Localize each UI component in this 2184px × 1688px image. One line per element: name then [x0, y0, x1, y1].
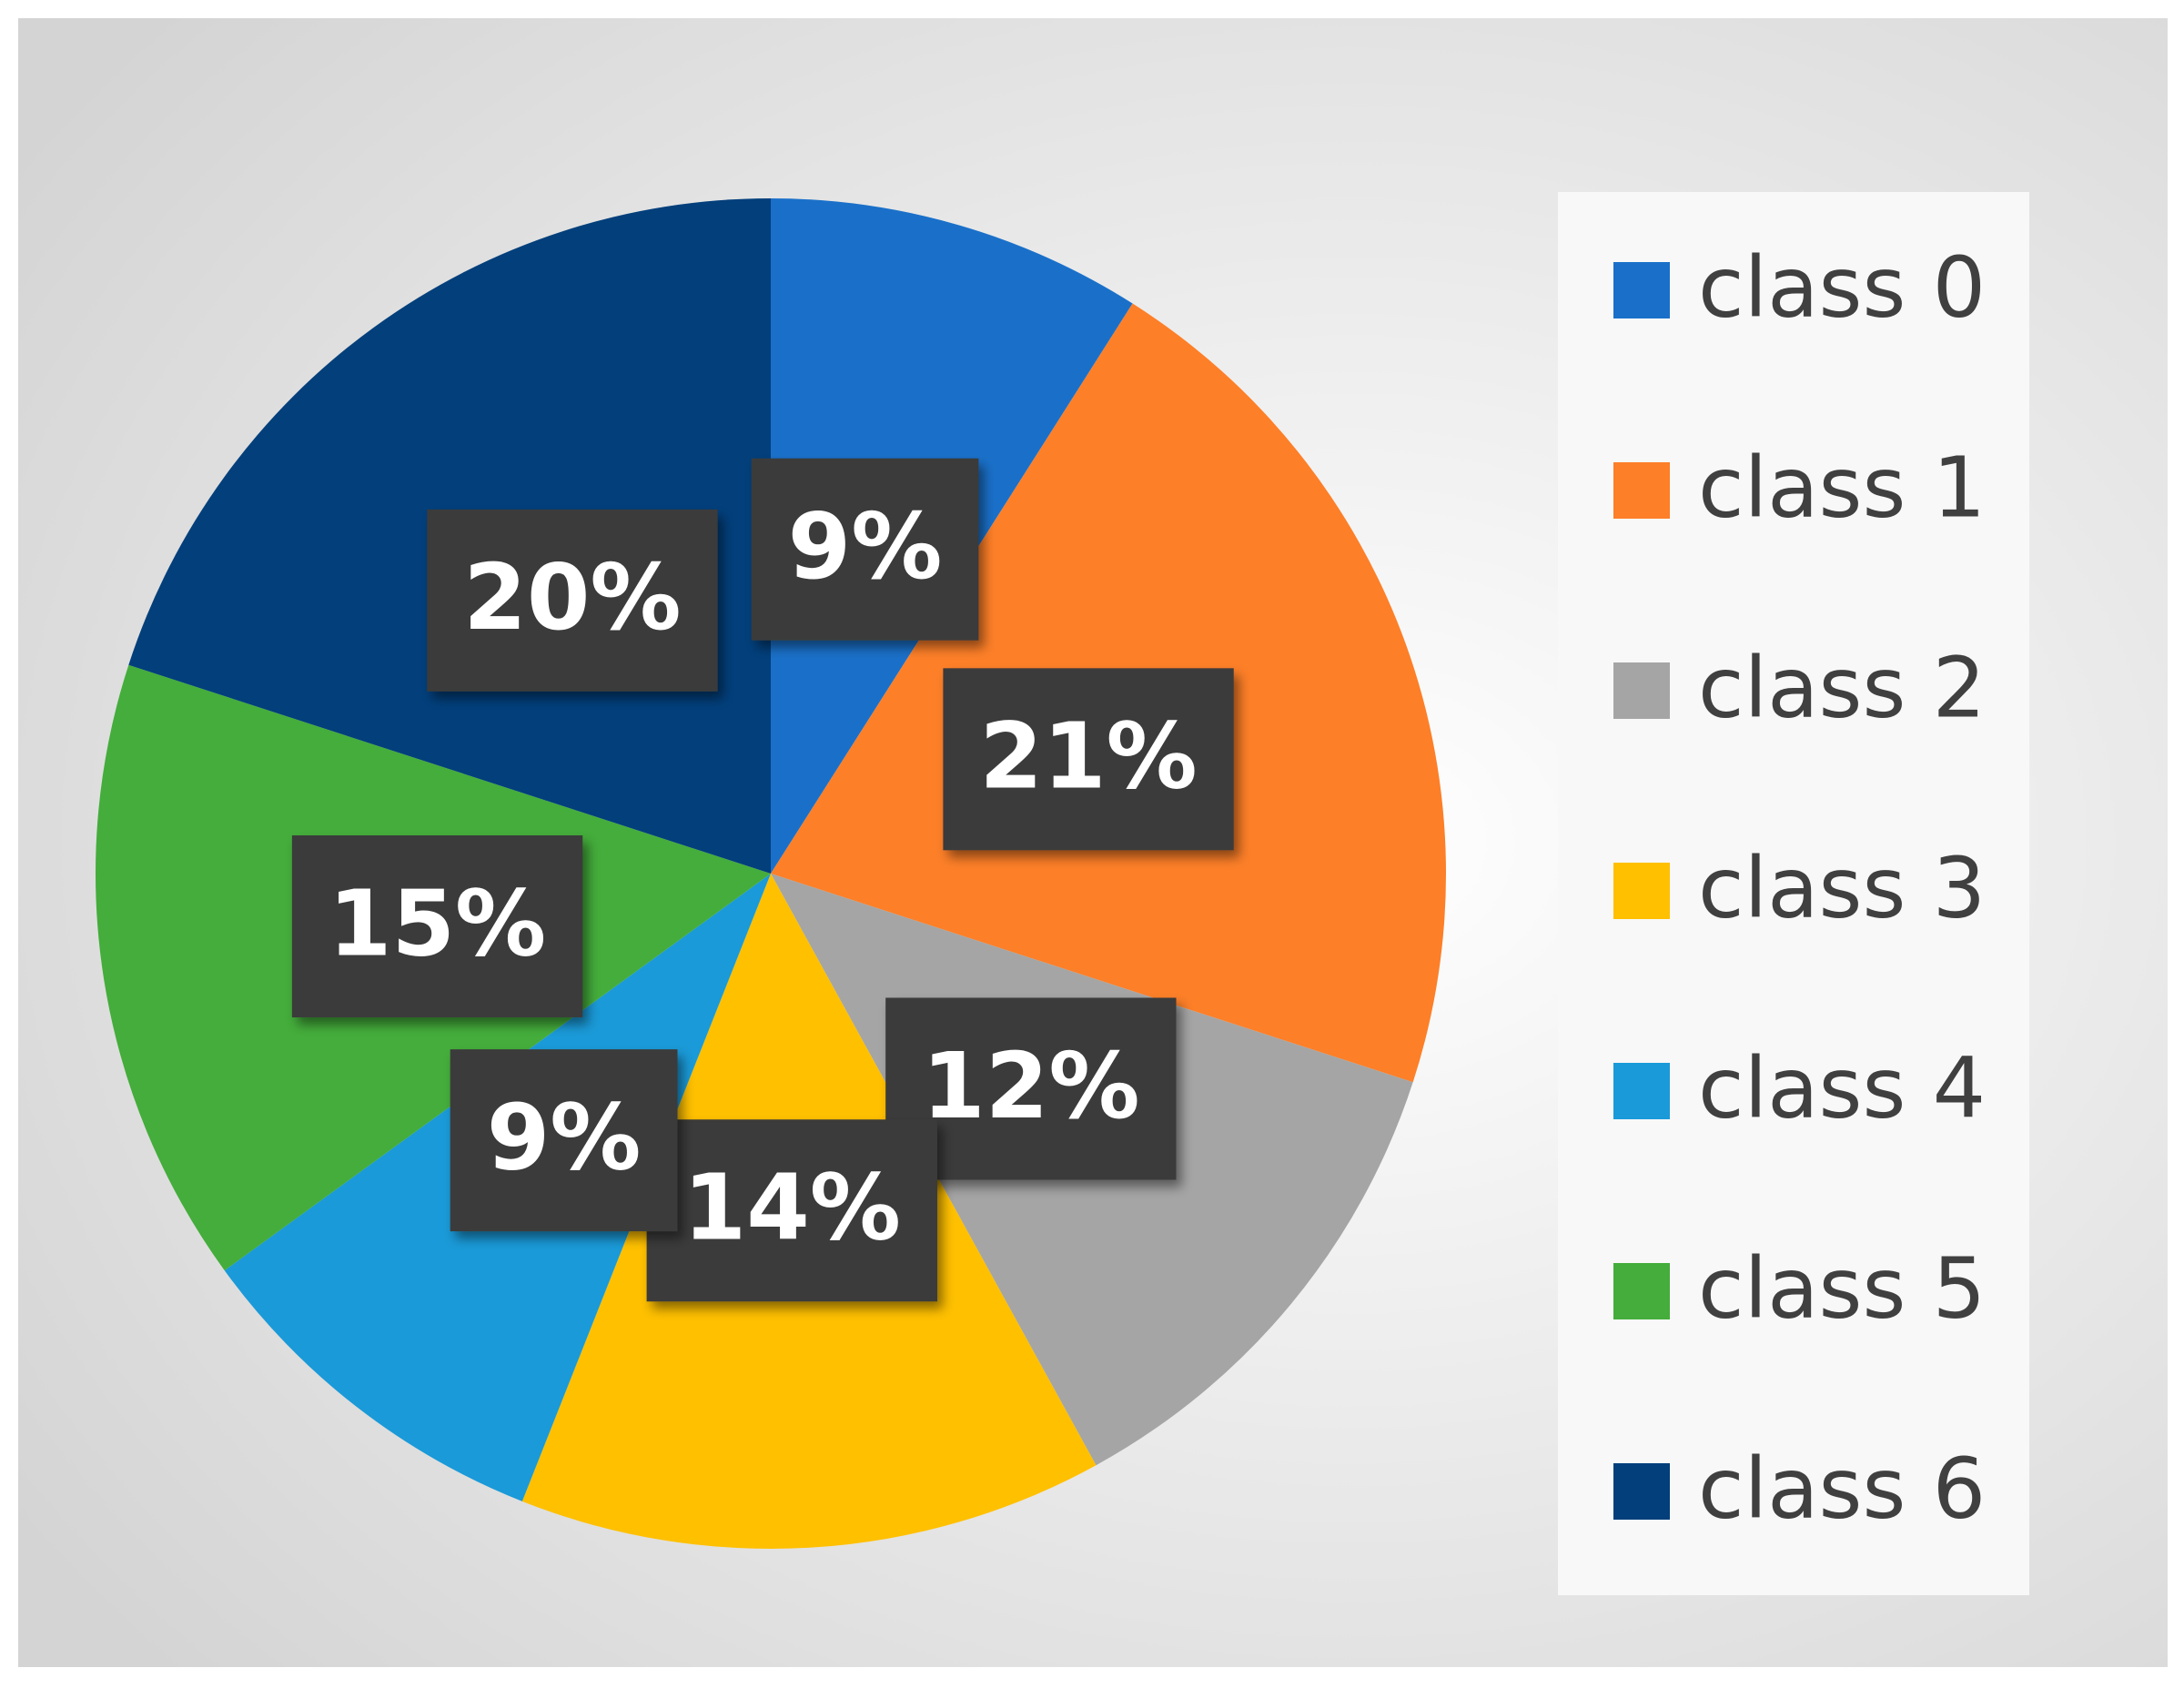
data-label: 9% [751, 458, 979, 641]
legend-label: class 6 [1698, 1440, 1986, 1537]
data-label: 9% [450, 1049, 678, 1232]
legend-swatch [1613, 1463, 1670, 1520]
data-label: 20% [427, 509, 718, 692]
data-label-box [646, 1119, 937, 1302]
data-label-text: 15% [329, 870, 546, 976]
data-label-box [291, 835, 583, 1018]
data-label-box [943, 668, 1234, 851]
data-label-box [450, 1049, 678, 1232]
legend-label: class 2 [1698, 639, 1986, 736]
data-label: 15% [291, 835, 583, 1018]
legend-swatch [1613, 1063, 1670, 1119]
data-label-text: 9% [788, 493, 943, 600]
legend-label: class 5 [1698, 1239, 1986, 1337]
data-label: 14% [646, 1119, 937, 1302]
legend-label: class 4 [1698, 1039, 1986, 1137]
data-label: 21% [943, 668, 1234, 851]
data-label-box [751, 458, 979, 641]
legend-label: class 0 [1698, 238, 1986, 336]
data-label-text: 12% [922, 1033, 1139, 1139]
data-label-text: 14% [683, 1155, 901, 1261]
legend-swatch [1613, 462, 1670, 519]
legend-swatch [1613, 262, 1670, 318]
data-labels: 9% 21% 12%14% 9% 15% 20% [291, 458, 1234, 1302]
data-label-text: 9% [487, 1084, 642, 1190]
legend-swatch [1613, 863, 1670, 919]
legend-swatch [1613, 662, 1670, 719]
data-label-text: 20% [463, 544, 681, 651]
legend-swatch [1613, 1263, 1670, 1319]
legend: class 0 class 1 class 2 class 3 class 4 class… [1613, 238, 1986, 1537]
legend-label: class 3 [1698, 839, 1986, 936]
legend-label: class 1 [1698, 439, 1986, 536]
data-label-box [427, 509, 718, 692]
data-label-text: 21% [979, 703, 1197, 810]
